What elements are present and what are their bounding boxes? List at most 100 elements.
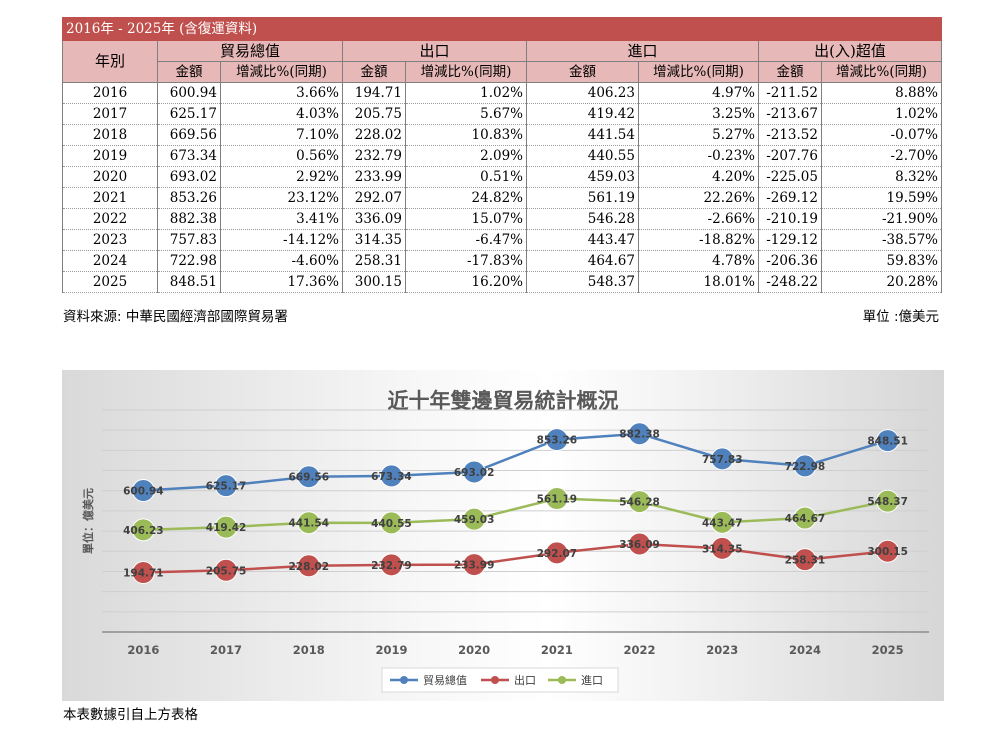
header-total: 貿易總值: [157, 40, 343, 62]
value-cell: 882.38: [157, 208, 221, 230]
value-cell: 722.98: [157, 250, 221, 272]
footnote: 本表數據引自上方表格: [63, 707, 198, 723]
value-cell: 228.02: [342, 124, 406, 146]
data-label: 722.98: [785, 461, 826, 473]
data-point: [876, 429, 900, 453]
value-cell: -21.90%: [821, 208, 942, 230]
value-cell: 292.07: [342, 187, 406, 209]
x-tick-label: 2025: [872, 643, 904, 657]
value-cell: 443.47: [526, 229, 639, 251]
value-cell: 441.54: [526, 124, 639, 146]
value-cell: -269.12: [758, 187, 822, 209]
legend-marker: [491, 676, 499, 684]
value-cell: 10.83%: [405, 124, 527, 146]
data-point: [131, 518, 155, 542]
data-label: 546.28: [619, 497, 660, 509]
data-label: 314.35: [702, 543, 743, 555]
subheader-amount: 金額: [526, 61, 639, 83]
x-tick-label: 2023: [706, 643, 738, 657]
year-cell: 2016: [62, 82, 158, 104]
year-cell: 2019: [62, 145, 158, 167]
data-label: 693.02: [454, 467, 495, 479]
value-cell: 1.02%: [821, 103, 942, 125]
subheader-amount: 金額: [758, 61, 822, 83]
value-cell: 300.15: [342, 271, 406, 293]
data-point: [628, 422, 652, 446]
data-label: 561.19: [537, 494, 578, 506]
source-note: 資料來源: 中華民國經濟部國際貿易署: [63, 309, 288, 325]
legend-label: 進口: [581, 674, 603, 687]
table-row: 2017 625.17 4.03% 205.75 5.67% 419.42 3.25% -21…: [62, 103, 942, 125]
value-cell: 16.20%: [405, 271, 527, 293]
value-cell: 4.20%: [638, 166, 759, 188]
data-label: 669.56: [288, 472, 329, 484]
value-cell: 194.71: [342, 82, 406, 104]
x-tick-label: 2019: [375, 643, 407, 657]
data-point: [214, 515, 238, 539]
data-point: [379, 464, 403, 488]
data-point: [297, 511, 321, 535]
value-cell: 546.28: [526, 208, 639, 230]
data-point: [297, 465, 321, 489]
subheader-amount: 金額: [157, 61, 221, 83]
data-point: [379, 553, 403, 577]
data-label: 232.79: [371, 560, 412, 572]
x-tick-label: 2017: [210, 643, 242, 657]
data-point: [710, 536, 734, 560]
data-label: 228.02: [288, 561, 329, 573]
table-row: 2019 673.34 0.56% 232.79 2.09% 440.55 -0.23% -2…: [62, 145, 942, 167]
data-point: [131, 479, 155, 503]
value-cell: -0.23%: [638, 145, 759, 167]
value-cell: 22.26%: [638, 187, 759, 209]
value-cell: 15.07%: [405, 208, 527, 230]
data-point: [793, 454, 817, 478]
value-cell: -129.12: [758, 229, 822, 251]
value-cell: -2.70%: [821, 145, 942, 167]
value-cell: 232.79: [342, 145, 406, 167]
value-cell: 693.02: [157, 166, 221, 188]
value-cell: -210.19: [758, 208, 822, 230]
data-point: [793, 506, 817, 530]
year-cell: 2018: [62, 124, 158, 146]
value-cell: 2.09%: [405, 145, 527, 167]
data-label: 464.67: [785, 513, 826, 525]
value-cell: 3.41%: [220, 208, 343, 230]
x-tick-label: 2024: [789, 643, 821, 657]
value-cell: 625.17: [157, 103, 221, 125]
data-label: 625.17: [206, 481, 247, 493]
data-point: [710, 510, 734, 534]
data-point: [131, 561, 155, 585]
value-cell: -248.22: [758, 271, 822, 293]
data-label: 848.51: [867, 436, 908, 448]
data-label: 440.55: [371, 518, 412, 530]
value-cell: -213.52: [758, 124, 822, 146]
y-axis-label: 單位：億美元: [81, 488, 95, 554]
value-cell: 561.19: [526, 187, 639, 209]
value-cell: 0.51%: [405, 166, 527, 188]
year-cell: 2017: [62, 103, 158, 125]
value-cell: 673.34: [157, 145, 221, 167]
data-label: 673.34: [371, 471, 412, 483]
unit-note: 單位 :億美元: [862, 309, 939, 325]
value-cell: 205.75: [342, 103, 406, 125]
value-cell: 2.92%: [220, 166, 343, 188]
data-point: [545, 487, 569, 511]
value-cell: 4.97%: [638, 82, 759, 104]
value-cell: 1.02%: [405, 82, 527, 104]
value-cell: 23.12%: [220, 187, 343, 209]
value-cell: 59.83%: [821, 250, 942, 272]
data-label: 443.47: [702, 517, 743, 529]
data-point: [462, 460, 486, 484]
value-cell: 669.56: [157, 124, 221, 146]
value-cell: 8.32%: [821, 166, 942, 188]
header-export: 出口: [342, 40, 527, 62]
data-label: 600.94: [123, 486, 164, 498]
data-point: [379, 511, 403, 535]
header-balance: 出(入)超值: [758, 40, 942, 62]
year-cell: 2020: [62, 166, 158, 188]
data-point: [297, 554, 321, 578]
value-cell: -6.47%: [405, 229, 527, 251]
value-cell: -211.52: [758, 82, 822, 104]
data-label: 258.31: [785, 555, 826, 567]
